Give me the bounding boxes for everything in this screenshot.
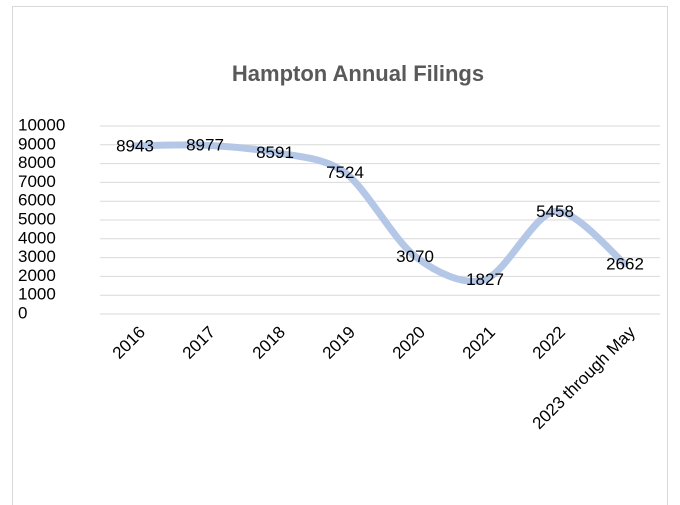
data-label: 8943 xyxy=(116,136,154,155)
y-tick-label: 9000 xyxy=(18,134,56,153)
data-label: 7524 xyxy=(326,163,364,182)
y-tick-label: 0 xyxy=(18,303,27,322)
data-label: 8591 xyxy=(256,143,294,162)
data-label: 3070 xyxy=(396,247,434,266)
y-tick-label: 4000 xyxy=(18,228,56,247)
data-label: 8977 xyxy=(186,136,224,155)
data-label: 1827 xyxy=(466,270,504,289)
y-tick-label: 2000 xyxy=(18,266,56,285)
data-label: 5458 xyxy=(536,202,574,221)
y-tick-label: 3000 xyxy=(18,247,56,266)
y-tick-label: 10000 xyxy=(18,115,65,134)
chart-title: Hampton Annual Filings xyxy=(232,61,484,86)
y-tick-label: 6000 xyxy=(18,191,56,210)
y-tick-label: 8000 xyxy=(18,153,56,172)
line xyxy=(131,141,629,285)
y-tick-label: 7000 xyxy=(18,172,56,191)
y-tick-label: 5000 xyxy=(18,209,56,228)
data-label: 2662 xyxy=(606,254,644,273)
y-tick-label: 1000 xyxy=(18,285,56,304)
chart-border xyxy=(12,6,668,505)
